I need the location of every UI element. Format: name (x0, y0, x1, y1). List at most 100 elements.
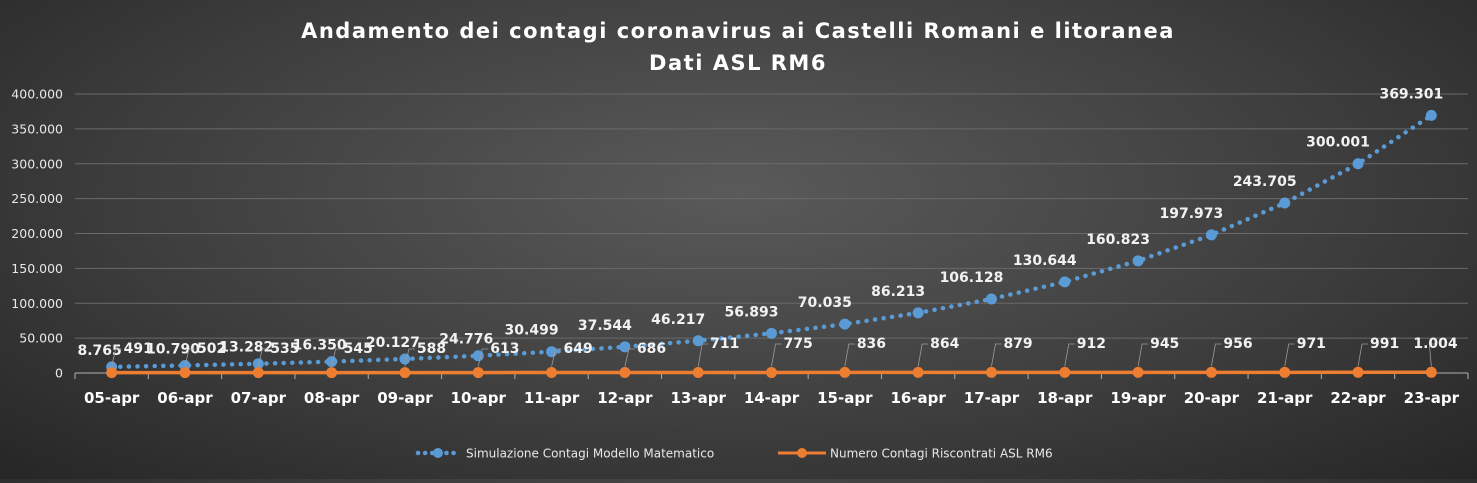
point-simulation (839, 319, 850, 330)
leader-line (918, 344, 928, 366)
point-observed (179, 367, 190, 378)
x-tick-label: 08-apr (304, 389, 360, 407)
data-label-observed: 502 (197, 341, 226, 357)
data-label-observed: 956 (1223, 336, 1252, 352)
data-label-simulation: 30.499 (505, 323, 559, 339)
data-label-simulation: 106.128 (940, 270, 1004, 286)
leader-line (991, 344, 1001, 366)
data-label-simulation: 20.127 (366, 335, 420, 351)
leader-line (1138, 344, 1148, 366)
data-label-observed: 535 (270, 341, 299, 357)
point-simulation (473, 350, 484, 361)
x-tick-label: 10-apr (451, 389, 507, 407)
x-tick-label: 09-apr (377, 389, 433, 407)
chart-subtitle: Dati ASL RM6 (649, 51, 827, 75)
point-observed (1059, 367, 1070, 378)
point-simulation (1206, 229, 1217, 240)
x-tick-label: 18-apr (1037, 389, 1093, 407)
point-simulation (1279, 198, 1290, 209)
data-label-simulation: 56.893 (724, 304, 778, 320)
leader-line (1285, 344, 1295, 366)
data-label-observed: 1.004 (1413, 336, 1458, 352)
y-tick-label: 150.000 (11, 261, 63, 276)
legend-label-observed: Numero Contagi Riscontrati ASL RM6 (830, 447, 1053, 461)
x-tick-label: 13-apr (671, 389, 727, 407)
leader-line (698, 344, 708, 367)
leader-line (845, 344, 855, 366)
point-observed (986, 367, 997, 378)
x-tick-label: 21-apr (1257, 389, 1313, 407)
x-tick-label: 05-apr (84, 389, 140, 407)
data-label-simulation: 160.823 (1086, 232, 1150, 248)
x-tick-label: 07-apr (231, 389, 287, 407)
y-tick-label: 100.000 (11, 296, 63, 311)
legend-marker-simulation (433, 448, 443, 458)
x-tick-label: 19-apr (1110, 389, 1166, 407)
point-observed (693, 367, 704, 378)
data-label-observed: 649 (564, 341, 593, 357)
data-label-observed: 945 (1150, 336, 1179, 352)
point-observed (1279, 367, 1290, 378)
data-label-simulation: 197.973 (1160, 206, 1224, 222)
x-tick-label: 14-apr (744, 389, 800, 407)
y-tick-label: 350.000 (11, 121, 63, 136)
point-observed (1426, 367, 1437, 378)
data-label-simulation: 243.705 (1233, 174, 1297, 190)
x-tick-label: 20-apr (1184, 389, 1240, 407)
point-observed (106, 367, 117, 378)
point-observed (326, 367, 337, 378)
point-simulation (766, 328, 777, 339)
y-tick-label: 300.000 (11, 156, 63, 171)
data-label-observed: 613 (490, 341, 519, 357)
data-label-observed: 836 (857, 336, 886, 352)
point-observed (1206, 367, 1217, 378)
point-simulation (1353, 158, 1364, 169)
data-label-observed: 879 (1003, 336, 1032, 352)
y-tick-label: 400.000 (11, 87, 63, 102)
x-tick-label: 16-apr (890, 389, 946, 407)
data-label-simulation: 46.217 (651, 312, 705, 328)
point-simulation (546, 346, 557, 357)
x-tick-label: 15-apr (817, 389, 873, 407)
leader-line (1358, 344, 1368, 366)
data-label-observed: 991 (1370, 336, 1399, 352)
data-label-observed: 912 (1077, 336, 1106, 352)
data-label-simulation: 16.350 (293, 338, 347, 354)
legend-label-simulation: Simulazione Contagi Modello Matematico (466, 447, 714, 461)
point-observed (546, 367, 557, 378)
point-observed (913, 367, 924, 378)
point-simulation (913, 307, 924, 318)
point-observed (839, 367, 850, 378)
leader-line (1211, 344, 1221, 366)
point-simulation (986, 293, 997, 304)
data-label-simulation: 300.001 (1306, 135, 1370, 151)
data-label-simulation: 130.644 (1013, 253, 1077, 269)
data-label-observed: 971 (1297, 336, 1326, 352)
x-tick-label: 06-apr (157, 389, 213, 407)
point-simulation (399, 353, 410, 364)
y-tick-label: 250.000 (11, 191, 63, 206)
point-observed (619, 367, 630, 378)
data-label-observed: 545 (344, 341, 373, 357)
data-label-simulation: 13.282 (219, 340, 273, 356)
x-tick-label: 11-apr (524, 389, 580, 407)
data-label-observed: 711 (710, 336, 739, 352)
data-label-observed: 491 (124, 341, 153, 357)
y-tick-label: 200.000 (11, 226, 63, 241)
data-label-simulation: 86.213 (871, 284, 925, 300)
point-observed (1353, 367, 1364, 378)
point-observed (473, 367, 484, 378)
data-label-simulation: 24.776 (439, 332, 493, 348)
data-label-simulation: 369.301 (1379, 86, 1443, 102)
y-tick-label: 0 (55, 366, 63, 381)
x-tick-label: 12-apr (597, 389, 653, 407)
x-tick-label: 17-apr (964, 389, 1020, 407)
data-label-simulation: 37.544 (578, 318, 632, 334)
data-label-observed: 864 (930, 336, 959, 352)
x-tick-label: 23-apr (1404, 389, 1460, 407)
point-observed (1133, 367, 1144, 378)
legend-marker-observed (797, 448, 807, 458)
data-label-observed: 588 (417, 341, 446, 357)
